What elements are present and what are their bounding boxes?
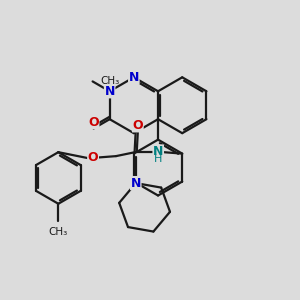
- Text: N: N: [129, 71, 139, 84]
- Text: N: N: [130, 177, 141, 190]
- Text: O: O: [88, 151, 98, 164]
- Text: CH₃: CH₃: [100, 76, 120, 86]
- Text: O: O: [133, 119, 143, 132]
- Text: O: O: [88, 116, 99, 129]
- Text: N: N: [104, 85, 115, 98]
- Text: CH₃: CH₃: [49, 227, 68, 237]
- Text: N: N: [153, 145, 164, 158]
- Text: H: H: [154, 154, 162, 164]
